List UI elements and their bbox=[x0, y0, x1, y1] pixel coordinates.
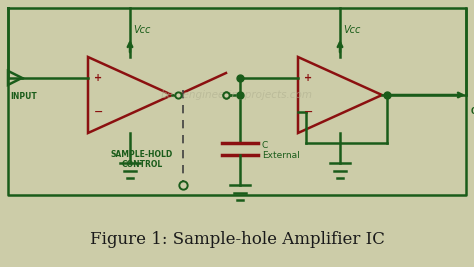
Text: −: − bbox=[304, 107, 313, 117]
Text: Vcc: Vcc bbox=[133, 25, 150, 35]
Text: Vcc: Vcc bbox=[343, 25, 360, 35]
Text: +: + bbox=[94, 73, 102, 83]
Text: SAMPLE-HOLD
CONTROL: SAMPLE-HOLD CONTROL bbox=[111, 150, 173, 169]
Text: Figure 1: Sample-hole Amplifier IC: Figure 1: Sample-hole Amplifier IC bbox=[90, 231, 384, 249]
Text: OUTPUT: OUTPUT bbox=[471, 107, 474, 116]
Text: +: + bbox=[304, 73, 312, 83]
Text: −: − bbox=[94, 107, 103, 117]
Text: bestengineeringprojects.com: bestengineeringprojects.com bbox=[161, 90, 313, 100]
Text: C
External: C External bbox=[262, 141, 300, 160]
Text: INPUT: INPUT bbox=[10, 92, 37, 101]
